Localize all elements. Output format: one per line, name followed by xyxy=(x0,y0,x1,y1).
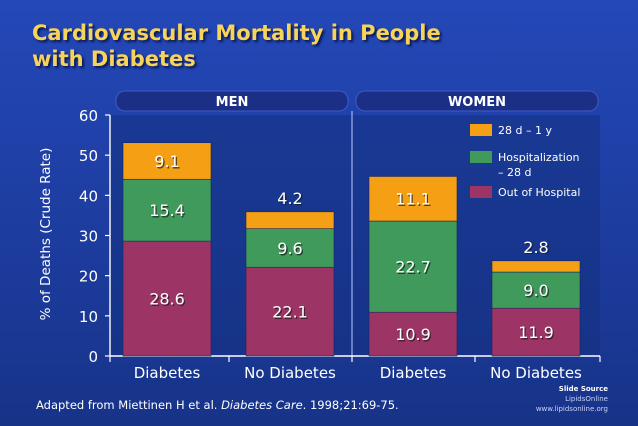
bar-segment xyxy=(368,311,458,357)
y-tick-label: 10 xyxy=(79,308,98,326)
value-label-shadow: 4.2 xyxy=(279,190,304,209)
legend-swatch xyxy=(470,151,492,163)
value-label: 2.8 xyxy=(523,238,548,257)
bar-segment xyxy=(122,178,212,242)
title-line-1: Cardiovascular Mortality in People xyxy=(32,21,441,45)
value-label: 9.1 xyxy=(154,152,179,171)
legend-label: Out of Hospital xyxy=(498,186,580,199)
value-label-shadow: 22.1 xyxy=(273,304,309,323)
y-tick-label: 20 xyxy=(79,268,98,286)
x-category-label: Diabetes xyxy=(134,364,201,382)
y-tick-label: 0 xyxy=(88,348,98,366)
value-label-shadow: 9.0 xyxy=(525,282,550,301)
y-tick-label: 30 xyxy=(79,228,98,246)
citation-journal: Diabetes Care xyxy=(221,398,303,412)
bar-segment xyxy=(122,240,212,357)
value-label: 28.6 xyxy=(149,290,185,309)
bar-segment xyxy=(491,260,581,273)
value-label-shadow: 9.1 xyxy=(156,153,181,172)
bar-segment xyxy=(368,220,458,313)
value-label-shadow: 11.9 xyxy=(519,324,555,343)
value-label-shadow: 9.6 xyxy=(279,240,304,259)
slide-title: Cardiovascular Mortality in People with … xyxy=(32,20,552,72)
legend-label-line-2: – 28 d xyxy=(498,166,531,179)
value-label: 10.9 xyxy=(395,325,431,344)
bar-segment xyxy=(245,211,335,229)
value-label: 15.4 xyxy=(149,201,185,220)
value-label-shadow: 22.7 xyxy=(396,259,432,278)
value-label: 22.7 xyxy=(395,258,431,277)
value-label: 9.0 xyxy=(523,281,548,300)
group-label-women: WOMEN xyxy=(448,95,506,110)
value-label: 4.2 xyxy=(277,189,302,208)
group-header-women xyxy=(355,90,599,112)
source-url: www.lipidsonline.org xyxy=(535,405,608,413)
bar-segment xyxy=(491,271,581,309)
source-title: Slide Source xyxy=(558,385,608,393)
bar-segment xyxy=(245,228,335,268)
citation-suffix: . 1998;21:69-75. xyxy=(302,398,399,412)
bar-segment xyxy=(122,142,212,180)
value-label-shadow: 11.1 xyxy=(396,191,432,210)
value-label-shadow: 15.4 xyxy=(150,202,186,221)
group-label-men: MEN xyxy=(216,95,249,110)
legend-label-line-1: Hospitalization xyxy=(498,151,580,164)
group-header-men xyxy=(115,90,349,112)
x-category-label: Diabetes xyxy=(380,364,447,382)
value-label: 11.9 xyxy=(518,323,554,342)
y-axis-label: % of Deaths (Crude Rate) xyxy=(38,148,54,321)
citation-prefix: Adapted from Miettinen H et al. xyxy=(36,398,222,412)
y-tick-label: 50 xyxy=(79,147,98,165)
legend-label: 28 d – 1 y xyxy=(498,124,552,137)
value-label: 22.1 xyxy=(272,303,308,322)
x-category-label: No Diabetes xyxy=(244,364,336,382)
citation: Adapted from Miettinen H et al. Diabetes… xyxy=(36,398,399,412)
bar-segment xyxy=(245,266,335,357)
slide-source: Slide Source LipidsOnline www.lipidsonli… xyxy=(498,384,608,414)
bar-segment xyxy=(368,176,458,222)
value-label-shadow: 10.9 xyxy=(396,326,432,345)
y-tick-label: 60 xyxy=(79,107,98,125)
legend-swatch xyxy=(470,124,492,136)
value-label-shadow: 2.8 xyxy=(525,239,550,258)
x-category-label: No Diabetes xyxy=(490,364,582,382)
source-brand-b: Online xyxy=(585,395,608,403)
value-label-shadow: 28.6 xyxy=(150,291,186,310)
y-tick-label: 40 xyxy=(79,187,98,205)
title-line-2: with Diabetes xyxy=(32,47,196,71)
bar-segment xyxy=(491,307,581,357)
source-brand-a: Lipids xyxy=(565,395,586,403)
legend-swatch xyxy=(470,186,492,198)
value-label: 11.1 xyxy=(395,190,431,209)
value-label: 9.6 xyxy=(277,239,302,258)
